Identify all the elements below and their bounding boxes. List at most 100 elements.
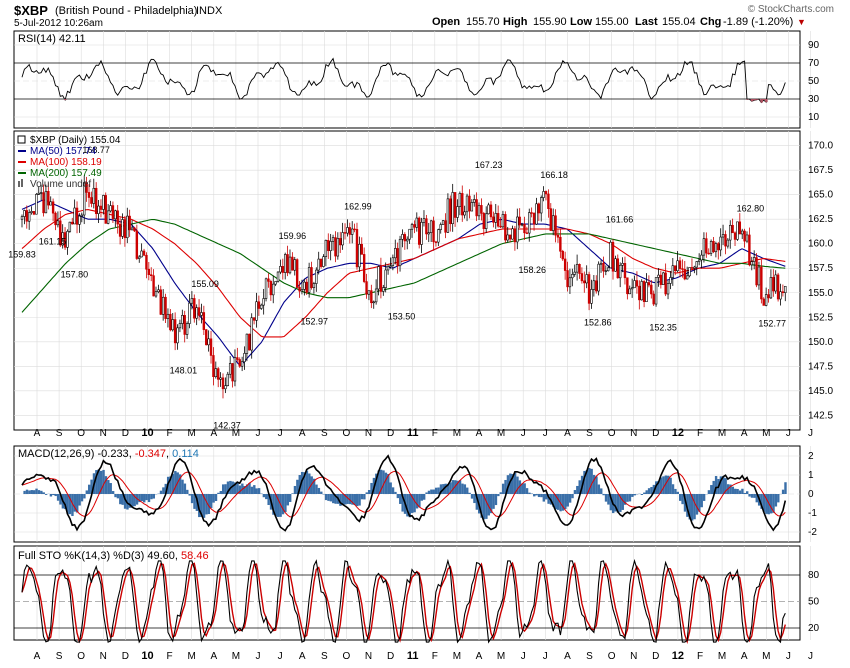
price-tick: 155.0: [808, 288, 833, 299]
month-label: N: [100, 428, 107, 439]
macd-histogram-bar: [439, 484, 443, 494]
candle-body: [176, 327, 179, 344]
month-label: N: [365, 428, 372, 439]
candle-body: [432, 220, 435, 243]
candle-body: [329, 241, 332, 252]
macd-histogram-bar: [556, 494, 560, 510]
candle-body: [415, 217, 418, 228]
candle-body: [726, 239, 730, 247]
candle-body: [317, 258, 320, 271]
candle-body: [92, 187, 95, 204]
month-label: N: [630, 651, 637, 662]
candle-body: [49, 201, 52, 206]
candle-body: [207, 338, 210, 346]
macd-histogram-bar: [753, 494, 756, 498]
macd-histogram-bar: [485, 494, 488, 519]
macd-histogram-bar: [497, 494, 500, 497]
candle-body: [520, 224, 524, 226]
macd-histogram-bar: [748, 494, 751, 497]
macd-histogram-bar: [66, 494, 69, 515]
candle-body: [499, 225, 502, 228]
macd-histogram-bar: [755, 494, 758, 503]
macd-histogram-bar: [277, 494, 280, 517]
candle-body: [554, 215, 557, 236]
candle-body: [166, 313, 170, 319]
candle-body: [202, 312, 206, 330]
macd-histogram-bar: [102, 469, 105, 494]
candle-body: [410, 224, 414, 230]
candle-body: [547, 193, 550, 209]
candle-body: [350, 228, 354, 235]
candle-body: [468, 195, 471, 212]
candle-body: [217, 368, 220, 380]
macd-histogram-bar: [389, 482, 392, 494]
month-label: J: [543, 428, 548, 439]
price-annotation: 152.77: [758, 319, 786, 329]
candle-body: [559, 236, 562, 252]
candle-body: [370, 290, 373, 304]
macd-histogram-bar: [626, 494, 629, 502]
rsi-line: [21, 57, 786, 104]
price-tick: 150.0: [808, 337, 833, 348]
candle-body: [322, 256, 325, 267]
macd-histogram-bar: [437, 487, 440, 494]
candle-body: [102, 195, 105, 210]
macd-histogram-bar: [90, 479, 93, 494]
macd-histogram-bar: [537, 494, 541, 498]
macd-histogram-bar: [35, 488, 38, 494]
macd-histogram-bar: [262, 494, 266, 498]
candle-body: [417, 217, 421, 245]
candle-body: [741, 230, 744, 235]
month-label: J: [786, 651, 791, 662]
candle-body: [408, 228, 411, 240]
macd-histogram-bar: [104, 476, 108, 494]
candle-body: [480, 205, 483, 214]
candle-body: [248, 333, 251, 351]
candle-body: [465, 195, 469, 213]
macd-histogram-bar: [545, 494, 548, 500]
candle-body: [420, 222, 423, 245]
macd-histogram-bar: [119, 494, 122, 505]
month-label: O: [343, 428, 351, 439]
candle-body: [305, 281, 308, 293]
price-annotation: 155.09: [191, 279, 219, 289]
macd-histogram-bar: [238, 485, 242, 494]
month-label: M: [497, 651, 505, 662]
macd-histogram-bar: [631, 494, 634, 497]
price-annotation: 157.80: [61, 269, 89, 279]
macd-histogram-bar: [298, 474, 301, 494]
macd-histogram-bar: [396, 494, 400, 499]
candle-body: [671, 265, 675, 278]
price-annotation: 161.15: [39, 236, 67, 246]
candle-body: [707, 252, 710, 255]
macd-histogram-bar: [676, 491, 680, 494]
candle-body: [44, 190, 48, 214]
legend-ma200: MA(200) 157.49: [30, 168, 102, 179]
candle-body: [702, 238, 706, 256]
candle-body: [422, 218, 426, 223]
macd-signal-line: [21, 470, 786, 518]
macd-histogram-bar: [413, 494, 416, 513]
high-label: High: [503, 16, 528, 28]
macd-histogram-bar: [174, 470, 177, 494]
macd-histogram-bar: [248, 483, 251, 494]
macd-histogram-bar: [315, 484, 318, 494]
macd-histogram-bar: [202, 494, 206, 518]
macd-histogram-bar: [425, 492, 428, 494]
macd-histogram-bar: [351, 494, 354, 505]
macd-histogram-bar: [363, 494, 366, 500]
macd-histogram-bar: [123, 494, 127, 509]
month-label: A: [476, 651, 483, 662]
macd-histogram-bar: [659, 477, 663, 494]
macd-histogram-bar: [377, 470, 380, 494]
macd-histogram-bar: [150, 494, 153, 500]
macd-histogram-bar: [226, 481, 230, 494]
macd-histogram-bar: [643, 492, 646, 494]
candle-body: [760, 266, 763, 300]
macd-histogram-bar: [341, 494, 345, 506]
candle-body: [348, 227, 352, 235]
macd-histogram-bar: [714, 476, 718, 494]
candle-body: [276, 271, 280, 282]
month-label: 10: [141, 650, 153, 662]
